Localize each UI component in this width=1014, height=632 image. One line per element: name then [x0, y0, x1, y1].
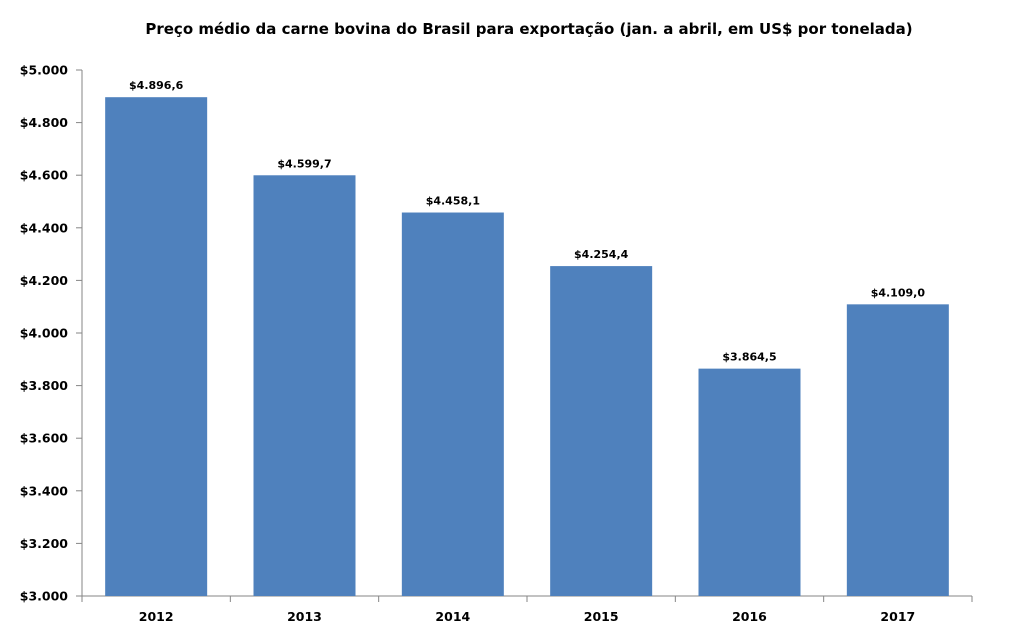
bar-2015	[550, 266, 653, 596]
x-category-label-2012: 2012	[139, 609, 174, 624]
bar-2016	[698, 368, 801, 596]
y-tick-label: $4.800	[20, 115, 69, 130]
data-label-2014: $4.458,1	[426, 195, 480, 208]
y-tick-label: $3.200	[20, 536, 69, 551]
y-tick-label: $3.400	[20, 483, 69, 498]
data-label-2013: $4.599,7	[277, 157, 331, 170]
data-label-2015: $4.254,4	[574, 248, 629, 261]
x-category-label-2017: 2017	[880, 609, 915, 624]
x-category-label-2016: 2016	[732, 609, 767, 624]
bar-2017	[846, 304, 949, 596]
bar-2012	[105, 97, 208, 596]
bar-2013	[253, 175, 356, 596]
y-tick-label: $3.000	[20, 589, 69, 604]
y-tick-label: $3.600	[20, 431, 69, 446]
y-tick-label: $5.000	[20, 63, 69, 78]
data-label-2017: $4.109,0	[871, 286, 926, 299]
x-category-label-2015: 2015	[584, 609, 619, 624]
data-label-2012: $4.896,6	[129, 79, 184, 92]
data-label-2016: $3.864,5	[722, 351, 776, 364]
y-tick-label: $4.000	[20, 326, 69, 341]
y-tick-label: $4.600	[20, 168, 69, 183]
y-tick-label: $4.400	[20, 220, 69, 235]
y-tick-label: $4.200	[20, 273, 69, 288]
x-category-label-2014: 2014	[435, 609, 470, 624]
bar-2014	[401, 212, 504, 596]
y-tick-label: $3.800	[20, 378, 69, 393]
chart-title: Preço médio da carne bovina do Brasil pa…	[145, 20, 913, 38]
x-category-label-2013: 2013	[287, 609, 322, 624]
plot-area: $3.000 $3.200 $3.400 $3.600 $3.800 $4.000 $4.2…	[20, 63, 973, 624]
